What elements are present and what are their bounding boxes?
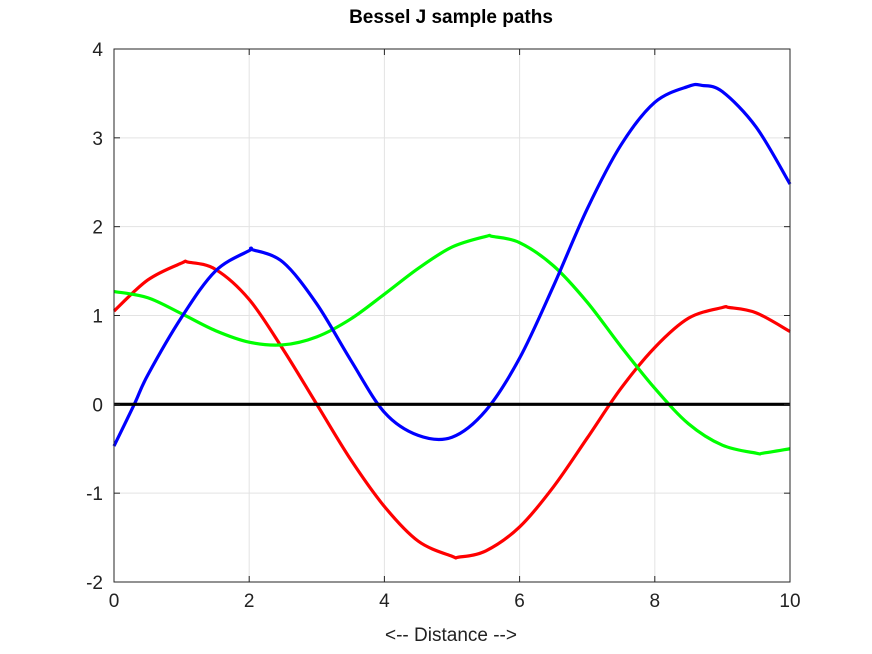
axes [113, 48, 791, 583]
x-tick-label: 10 [779, 591, 800, 612]
y-tick-label: 3 [92, 129, 103, 150]
y-tick-label: -1 [86, 484, 103, 505]
y-tick-label: -2 [86, 573, 103, 594]
grid [113, 48, 791, 583]
series-line-2 [112, 82, 792, 447]
x-tick-label: 0 [109, 591, 120, 612]
series-line-0 [112, 259, 791, 560]
y-tick-label: 4 [92, 40, 103, 61]
y-tick-label: 2 [92, 218, 103, 239]
chart-title: Bessel J sample paths [349, 7, 553, 28]
plot-frame [113, 48, 791, 583]
x-tick-label: 2 [244, 591, 255, 612]
x-axis-label: <-- Distance --> [385, 625, 517, 646]
tick-labels: 0 2 4 6 8 10 -2 -1 0 1 2 3 4 [86, 40, 800, 612]
y-tick-label: 1 [92, 307, 103, 328]
x-tick-label: 8 [650, 591, 661, 612]
series-line-1 [113, 233, 791, 456]
y-tick-label: 0 [92, 395, 103, 416]
plot-series [112, 82, 792, 560]
x-tick-label: 4 [379, 591, 390, 612]
x-tick-label: 6 [514, 591, 525, 612]
